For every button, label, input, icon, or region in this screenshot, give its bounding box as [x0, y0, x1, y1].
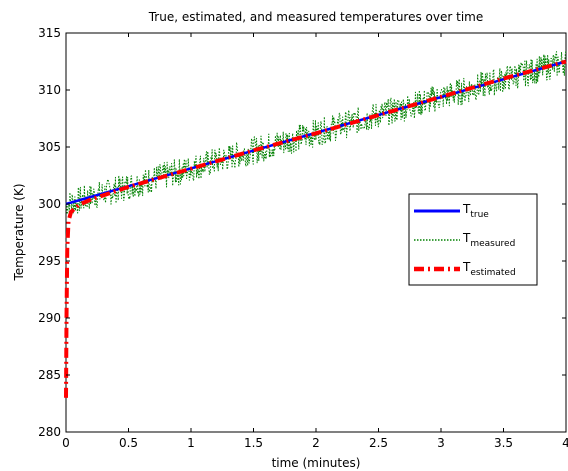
x-tick-label: 4 — [562, 436, 568, 450]
x-tick-label: 2.5 — [369, 436, 388, 450]
x-tick-label: 1.5 — [244, 436, 263, 450]
series-line-measured — [65, 50, 567, 216]
series-line-estimated — [64, 59, 567, 398]
x-tick-label: 3.5 — [494, 436, 513, 450]
y-axis-label: Temperature (K) — [12, 183, 26, 281]
y-tick-label: 310 — [38, 83, 61, 97]
y-tick-label: 290 — [38, 311, 61, 325]
x-axis-label: time (minutes) — [272, 456, 361, 470]
series-layer — [64, 50, 567, 398]
y-tick-label: 285 — [38, 368, 61, 382]
x-tick-label: 0 — [62, 436, 70, 450]
legend-label-true: Ttrue — [462, 202, 489, 220]
legend-items: Ttrue Tmeasured Testimated — [414, 202, 516, 278]
y-tick-label: 295 — [38, 254, 61, 268]
y-tick-label: 315 — [38, 26, 61, 40]
legend-label-measured: Tmeasured — [462, 231, 515, 249]
y-tick-label: 305 — [38, 140, 61, 154]
x-tick-label: 0.5 — [119, 436, 138, 450]
x-tick-label: 1 — [187, 436, 195, 450]
y-tick-label: 300 — [38, 197, 61, 211]
x-tick-label: 2 — [312, 436, 320, 450]
legend-label-estimated: Testimated — [462, 260, 516, 278]
axis-layer: 0 0.5 1 1.5 2 2.5 3 3.5 4 280 285 290 295 300 305 310 31… — [38, 26, 568, 450]
chart-title: True, estimated, and measured temperatur… — [148, 10, 484, 24]
x-tick-label: 3 — [437, 436, 445, 450]
y-tick-label: 280 — [38, 425, 61, 439]
legend: Ttrue Tmeasured Testimated — [408, 193, 538, 286]
